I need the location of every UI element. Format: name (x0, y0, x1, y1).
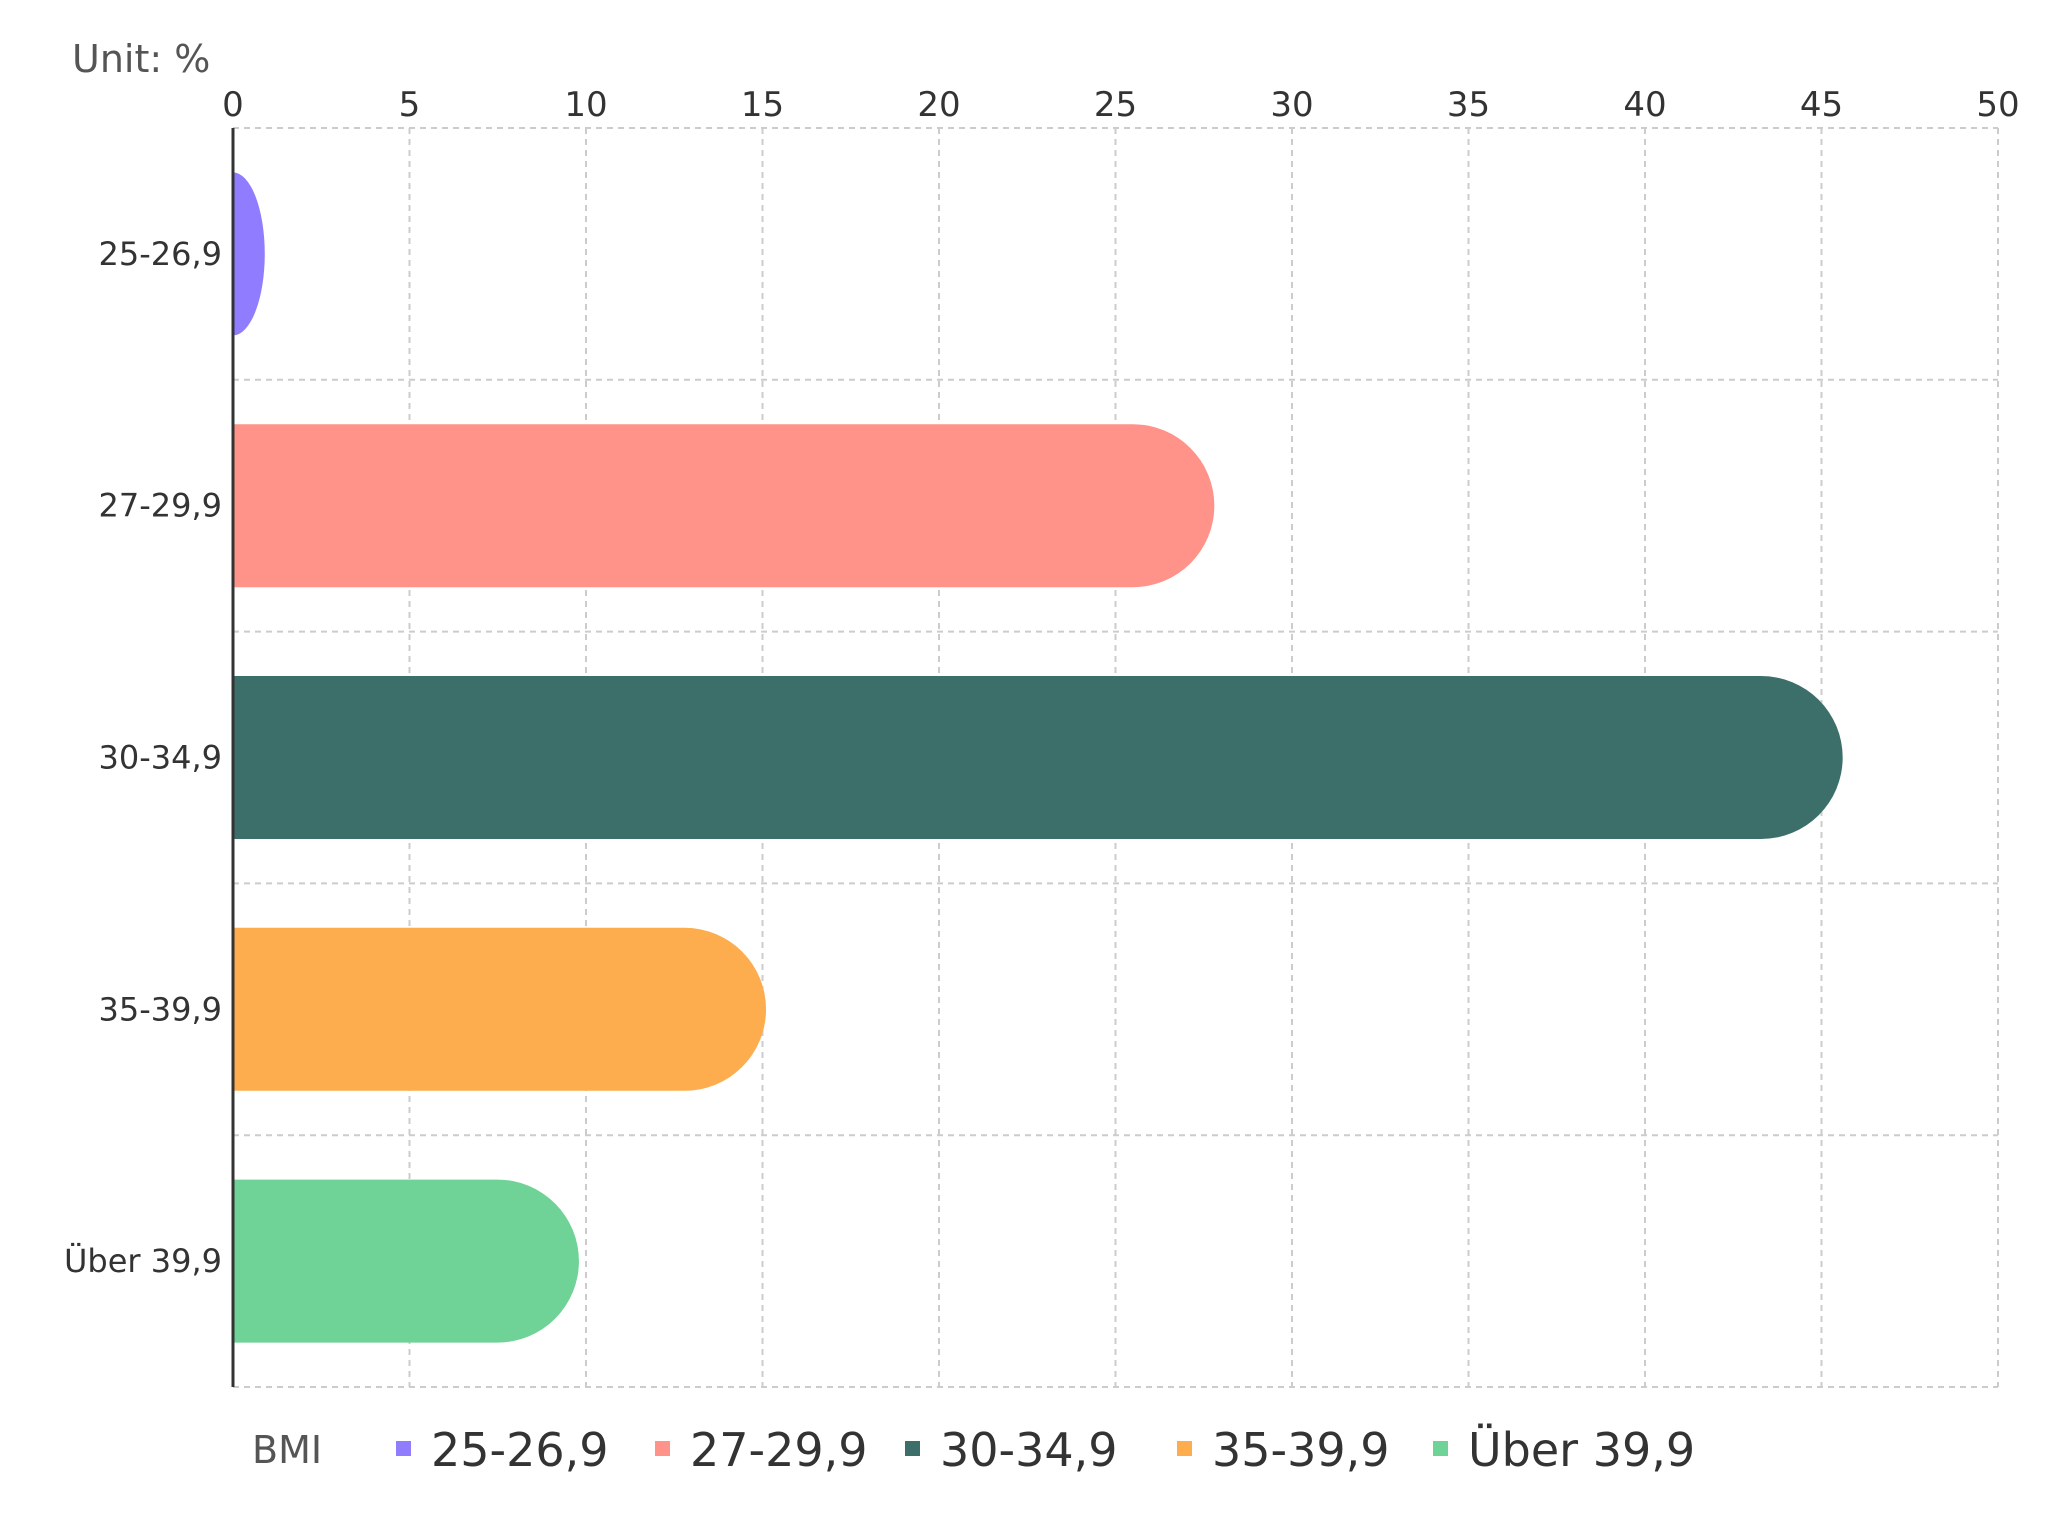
x-tick-label: 40 (1623, 85, 1666, 125)
bar-5 (233, 1179, 579, 1343)
x-tick-label: 10 (564, 85, 607, 125)
bar-3 (233, 676, 1843, 839)
legend-swatch (396, 1441, 411, 1456)
x-tick-label: 30 (1270, 85, 1313, 125)
y-tick-label: 30-34,9 (98, 739, 222, 777)
x-tick-label: 20 (917, 85, 960, 125)
legend-swatch (655, 1441, 670, 1456)
legend-swatch (1433, 1441, 1448, 1456)
x-tick-label: 35 (1447, 85, 1490, 125)
legend-label: 30-34,9 (940, 1423, 1118, 1477)
legend-title: BMI (252, 1428, 322, 1472)
legend-label: Über 39,9 (1468, 1423, 1695, 1477)
x-tick-label: 45 (1800, 85, 1843, 125)
bar-1 (233, 172, 265, 336)
bars (233, 172, 1843, 1343)
x-axis-ticks: 0 5 10 15 20 25 30 35 40 45 50 (222, 85, 2019, 125)
x-tick-label: 50 (1976, 85, 2019, 125)
y-tick-label: Über 39,9 (64, 1242, 222, 1280)
bar-4 (233, 927, 767, 1091)
legend-swatch (1177, 1441, 1192, 1456)
y-tick-label: 25-26,9 (98, 235, 222, 273)
x-tick-label: 0 (222, 85, 244, 125)
unit-label: Unit: % (72, 37, 210, 81)
x-tick-label: 25 (1094, 85, 1137, 125)
x-tick-label: 15 (741, 85, 784, 125)
legend-label: 25-26,9 (431, 1423, 609, 1477)
legend-swatch (905, 1441, 920, 1456)
legend-label: 35-39,9 (1212, 1423, 1390, 1477)
legend-label: 27-29,9 (690, 1423, 868, 1477)
bar-2 (233, 424, 1215, 588)
legend: BMI 25-26,9 27-29,9 30-34,9 35-39,9 Über 39,… (252, 1423, 1695, 1477)
y-axis-ticks: 25-26,9 27-29,9 30-34,9 35-39,9 Über 39,9 (64, 235, 222, 1280)
x-tick-label: 5 (399, 85, 421, 125)
y-tick-label: 27-29,9 (98, 487, 222, 525)
y-tick-label: 35-39,9 (98, 990, 222, 1028)
